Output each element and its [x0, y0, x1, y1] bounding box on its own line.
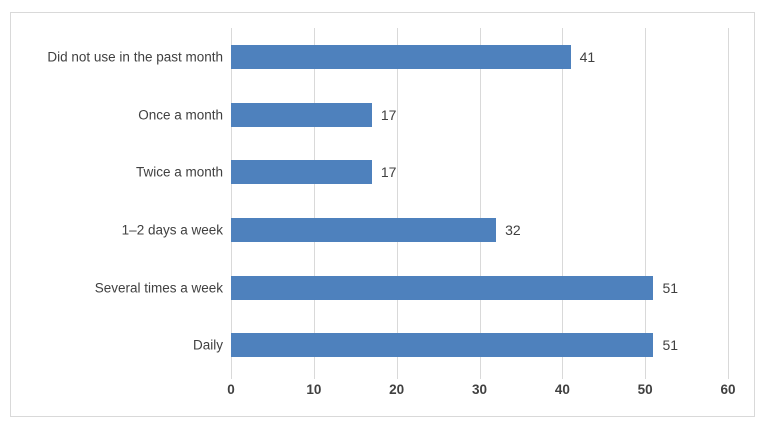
gridline	[396, 28, 398, 374]
x-tick-label: 40	[554, 382, 570, 397]
bar	[231, 275, 654, 300]
bar	[231, 217, 497, 242]
category-label: 1–2 days a week	[121, 222, 223, 238]
gridline	[728, 28, 729, 374]
category-label: Several times a week	[94, 280, 223, 295]
axis-tick	[231, 374, 232, 379]
axis-tick	[562, 374, 564, 379]
x-tick-label: 0	[227, 382, 235, 397]
gridline	[313, 28, 315, 374]
gridline	[479, 28, 481, 374]
bar-value-label: 51	[662, 337, 679, 354]
x-tick-label: 50	[637, 382, 653, 397]
axis-tick	[645, 374, 647, 379]
axis-tick	[479, 374, 481, 379]
category-label: Did not use in the past month	[47, 49, 223, 65]
axis-tick	[313, 374, 315, 379]
bar-value-label: 17	[380, 164, 397, 181]
bar-value-label: 41	[579, 48, 596, 65]
x-tick-label: 60	[720, 382, 736, 397]
gridline	[231, 28, 232, 374]
gridline	[562, 28, 564, 374]
bar-value-label: 17	[380, 106, 397, 123]
gridline	[645, 28, 647, 374]
category-label: Twice a month	[135, 164, 223, 180]
axis-tick	[396, 374, 398, 379]
x-tick-label: 10	[306, 382, 322, 397]
bar	[231, 102, 372, 127]
bar-value-label: 32	[505, 221, 521, 238]
bar	[231, 44, 571, 69]
bar	[231, 333, 654, 358]
bar-value-label: 51	[662, 279, 679, 296]
category-label: Daily	[192, 337, 223, 353]
bar	[231, 160, 372, 185]
x-tick-label: 30	[471, 382, 488, 397]
x-tick-label: 20	[389, 382, 405, 397]
category-label: Once a month	[138, 107, 223, 122]
axis-tick	[728, 374, 729, 379]
